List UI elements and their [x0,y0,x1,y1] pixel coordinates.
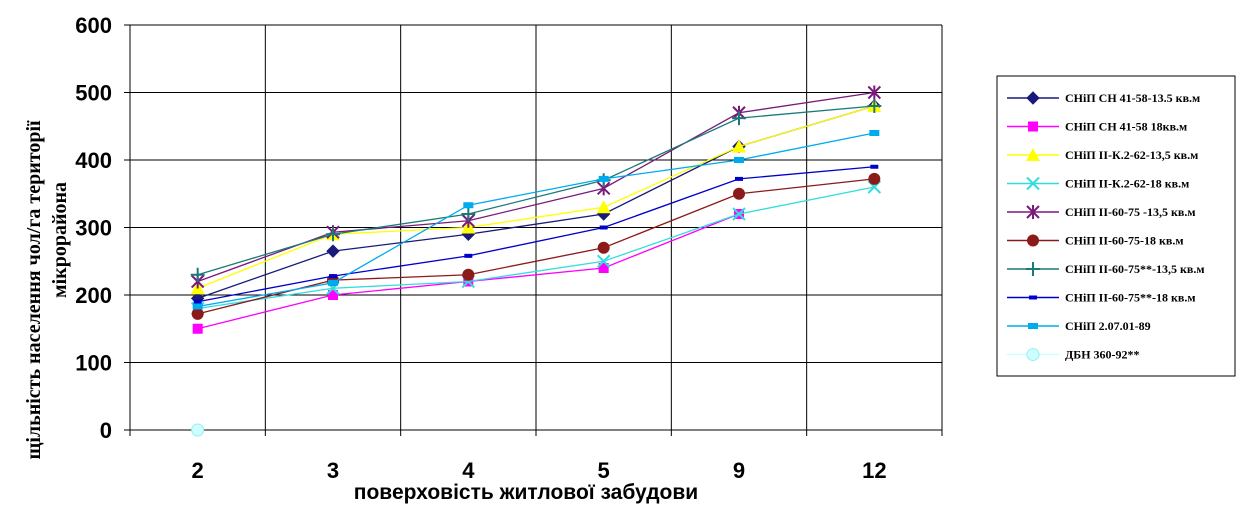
data-point [328,290,338,300]
data-point [596,254,611,268]
series-line [197,132,875,308]
data-point [329,274,337,279]
data-point [598,263,609,273]
data-point [867,85,882,100]
legend-label: СНіП СН 41-58-13.5 кв.м [1065,91,1200,105]
x-tick-label: 12 [862,458,886,483]
legend-label: СНіП ІІ-К.2-62-13,5 кв.м [1065,148,1198,162]
legend-swatch-marker [1029,295,1037,300]
series-9 [192,130,880,310]
legend: СНіП СН 41-58-13.5 кв.м СНіП СН 41-58 18к… [996,75,1236,377]
y-ticks: 0 100 200 300 400 500 600 [75,13,112,443]
legend-entry: СНіП ІІ-К.2-62-18 кв.м [1007,177,1189,191]
y-axis-label: щільність населення чол/га території мік… [23,120,71,460]
legend-swatch-marker [1026,262,1040,276]
legend-entry: СНіП СН 41-58-13.5 кв.м [1007,91,1200,105]
legend-entry: СНіП ІІ-60-75 -13,5 кв.м [1007,205,1196,219]
data-point [191,423,205,437]
axes [124,24,943,436]
series-line [197,186,875,310]
legend-swatch-marker [1026,148,1040,161]
data-point [732,111,746,126]
legend-entry: СНіП ІІ-60-75**-13,5 кв.м [1007,262,1205,276]
series-6 [191,172,881,320]
legend-label: СНіП ІІ-60-75 -13,5 кв.м [1065,205,1196,219]
data-point [191,307,204,320]
data-point [463,202,474,209]
grid-lines [130,24,943,430]
legend-swatch-marker [1026,176,1040,191]
legend-label: СНіП ІІ-60-75**-18 кв.м [1065,291,1196,305]
legend-label: СНіП СН 41-58 18кв.м [1065,120,1187,134]
data-point [869,130,880,136]
data-point [599,225,608,230]
data-point [192,323,203,334]
legend-label: СНіП ІІ-60-75**-13,5 кв.м [1065,262,1205,276]
y-axis-label-line-2: мікрорайона [49,182,71,298]
data-point [193,299,202,304]
x-ticks: 2 3 4 5 9 12 [192,458,887,483]
data-point [732,207,746,221]
data-point [190,267,205,282]
legend-entry: СНіП ІІ-60-75-18 кв.м [1007,234,1184,248]
legend-entry: СНіП СН 41-58 18кв.м [1007,120,1187,134]
data-point [464,253,473,258]
data-point [734,157,744,163]
y-tick-label: 600 [75,13,112,38]
series-group [190,85,882,437]
series-line [197,166,875,303]
data-point [735,176,743,181]
legend-entry: СНіП 2.07.01-89 [1007,319,1151,333]
data-point [326,227,340,242]
series-line [197,105,875,289]
data-point [461,207,476,221]
series-7 [190,99,882,282]
data-point [192,303,203,310]
series-line [197,178,875,315]
data-point [868,172,881,185]
y-tick-label: 500 [75,81,112,106]
data-point [326,244,340,258]
y-tick-label: 0 [100,418,112,443]
data-point [733,187,745,200]
data-point [597,241,610,254]
data-point [462,268,475,281]
data-point [328,279,338,286]
x-tick-label: 5 [598,458,610,483]
legend-swatch-marker [1027,234,1039,247]
y-tick-label: 100 [75,351,112,376]
legend-swatch-marker [1028,323,1038,329]
y-tick-label: 200 [75,283,112,308]
legend-label: СНіП ІІ-К.2-62-18 кв.м [1065,177,1189,191]
legend-label: ДБН 360-92** [1065,348,1140,362]
data-point [867,99,882,113]
series-8 [193,164,879,304]
data-point [732,139,746,153]
x-tick-label: 4 [462,458,475,483]
x-tick-label: 2 [192,458,204,483]
legend-entry: СНіП ІІ-60-75**-18 кв.м [1007,291,1196,305]
data-point [598,175,609,182]
legend-swatch-marker [1026,91,1040,105]
y-tick-label: 400 [75,148,112,173]
data-point [596,200,611,214]
legend-entry: СНіП ІІ-К.2-62-13,5 кв.м [1007,148,1198,162]
legend-swatch-marker [1026,205,1040,219]
x-tick-label: 3 [327,458,339,483]
y-tick-label: 300 [75,216,112,241]
data-point [870,164,879,169]
legend-swatch-marker [1026,348,1040,361]
legend-swatch-marker [1028,121,1038,132]
x-axis-label: поверховість житлової забудови [354,481,698,504]
legend-entry: ДБН 360-92** [1007,348,1140,362]
y-axis-label-line-1: щільність населення чол/га території [23,120,45,460]
legend-label: СНіП 2.07.01-89 [1065,319,1151,333]
series-10 [191,423,205,437]
x-tick-label: 9 [733,458,745,483]
series-line [197,105,875,276]
legend-label: СНіП ІІ-60-75-18 кв.м [1065,234,1184,248]
